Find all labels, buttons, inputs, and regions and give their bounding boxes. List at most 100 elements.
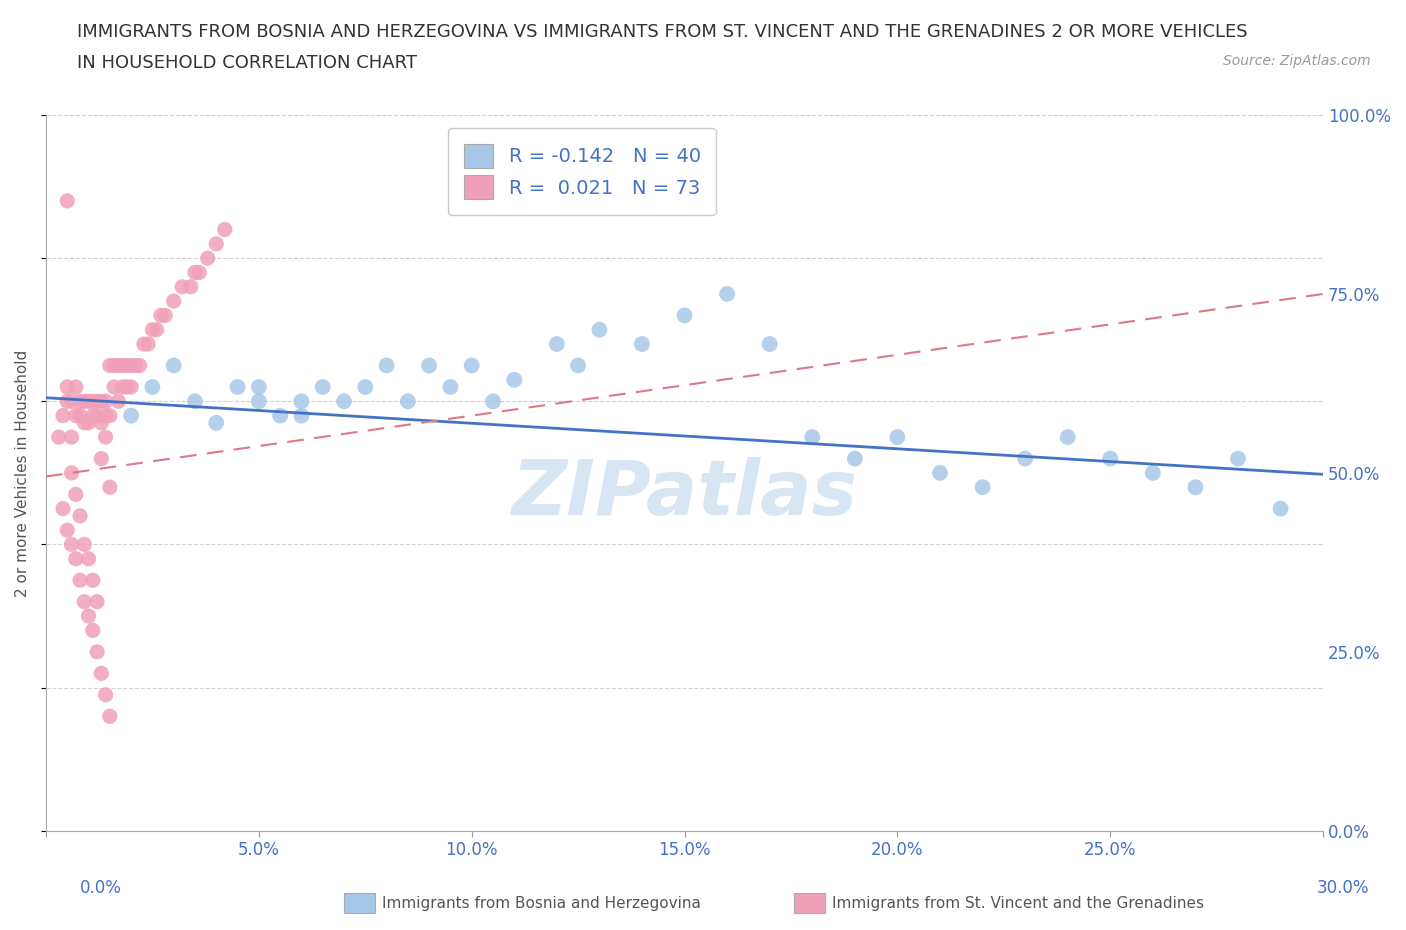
Text: Source: ZipAtlas.com: Source: ZipAtlas.com: [1223, 54, 1371, 68]
Point: [69, 394, 91, 409]
Point: [90, 451, 112, 466]
Point: [56, 523, 79, 538]
Point: [247, 394, 270, 409]
Point: [673, 308, 696, 323]
Point: [631, 337, 654, 352]
Point: [86, 644, 108, 659]
Point: [52, 408, 75, 423]
Point: [82, 573, 104, 588]
Y-axis label: 2 or more Vehicles in Household: 2 or more Vehicles in Household: [15, 350, 30, 596]
Point: [269, 408, 291, 423]
Point: [77, 416, 100, 431]
Point: [588, 323, 610, 338]
Point: [56, 394, 79, 409]
Point: [128, 358, 150, 373]
Point: [56, 379, 79, 394]
Point: [111, 358, 134, 373]
Point: [65, 408, 87, 423]
Point: [439, 379, 461, 394]
Point: [844, 451, 866, 466]
Point: [141, 323, 163, 338]
Point: [886, 430, 908, 445]
Point: [115, 379, 138, 394]
Point: [801, 430, 824, 445]
Point: [103, 358, 125, 373]
Point: [546, 337, 568, 352]
Point: [1014, 451, 1036, 466]
Point: [290, 394, 312, 409]
Legend: R = -0.142   N = 40, R =  0.021   N = 73: R = -0.142 N = 40, R = 0.021 N = 73: [449, 128, 717, 215]
Point: [90, 666, 112, 681]
Point: [1056, 430, 1078, 445]
Point: [73, 394, 96, 409]
Point: [86, 394, 108, 409]
Point: [98, 709, 121, 724]
Point: [65, 379, 87, 394]
Point: [86, 408, 108, 423]
Point: [65, 487, 87, 502]
Point: [188, 265, 211, 280]
Text: Immigrants from St. Vincent and the Grenadines: Immigrants from St. Vincent and the Gren…: [832, 896, 1205, 910]
Text: 30.0%: 30.0%: [1316, 879, 1369, 897]
Text: IN HOUSEHOLD CORRELATION CHART: IN HOUSEHOLD CORRELATION CHART: [77, 54, 418, 72]
Point: [120, 358, 142, 373]
Point: [172, 279, 194, 294]
Point: [136, 337, 159, 352]
Point: [226, 379, 249, 394]
Point: [1270, 501, 1292, 516]
Point: [567, 358, 589, 373]
Point: [56, 193, 79, 208]
Point: [333, 394, 356, 409]
Point: [69, 509, 91, 524]
Point: [396, 394, 419, 409]
Point: [972, 480, 994, 495]
Point: [132, 337, 155, 352]
Point: [60, 537, 83, 551]
Point: [163, 358, 186, 373]
Point: [375, 358, 398, 373]
Point: [90, 416, 112, 431]
Point: [214, 222, 236, 237]
Point: [180, 279, 202, 294]
Point: [48, 430, 70, 445]
Point: [124, 358, 146, 373]
Point: [98, 408, 121, 423]
Point: [1227, 451, 1250, 466]
Point: [205, 416, 228, 431]
Point: [77, 608, 100, 623]
Point: [60, 430, 83, 445]
Point: [758, 337, 780, 352]
Point: [98, 480, 121, 495]
Point: [107, 358, 129, 373]
Point: [145, 323, 167, 338]
Point: [82, 408, 104, 423]
Point: [98, 358, 121, 373]
Point: [90, 394, 112, 409]
Point: [69, 408, 91, 423]
Point: [503, 372, 526, 387]
Point: [94, 408, 117, 423]
Point: [929, 465, 952, 480]
Point: [184, 265, 207, 280]
Point: [120, 408, 142, 423]
Point: [94, 687, 117, 702]
Point: [73, 594, 96, 609]
Point: [197, 251, 219, 266]
Point: [77, 551, 100, 566]
Point: [460, 358, 482, 373]
Point: [107, 394, 129, 409]
Point: [103, 379, 125, 394]
Point: [77, 394, 100, 409]
Point: [184, 394, 207, 409]
Point: [1184, 480, 1206, 495]
Point: [73, 416, 96, 431]
Point: [149, 308, 172, 323]
Point: [94, 430, 117, 445]
Point: [120, 379, 142, 394]
Text: ZIPatlas: ZIPatlas: [512, 458, 858, 531]
Point: [73, 537, 96, 551]
Point: [94, 394, 117, 409]
Point: [1099, 451, 1122, 466]
Point: [205, 236, 228, 251]
Point: [82, 394, 104, 409]
